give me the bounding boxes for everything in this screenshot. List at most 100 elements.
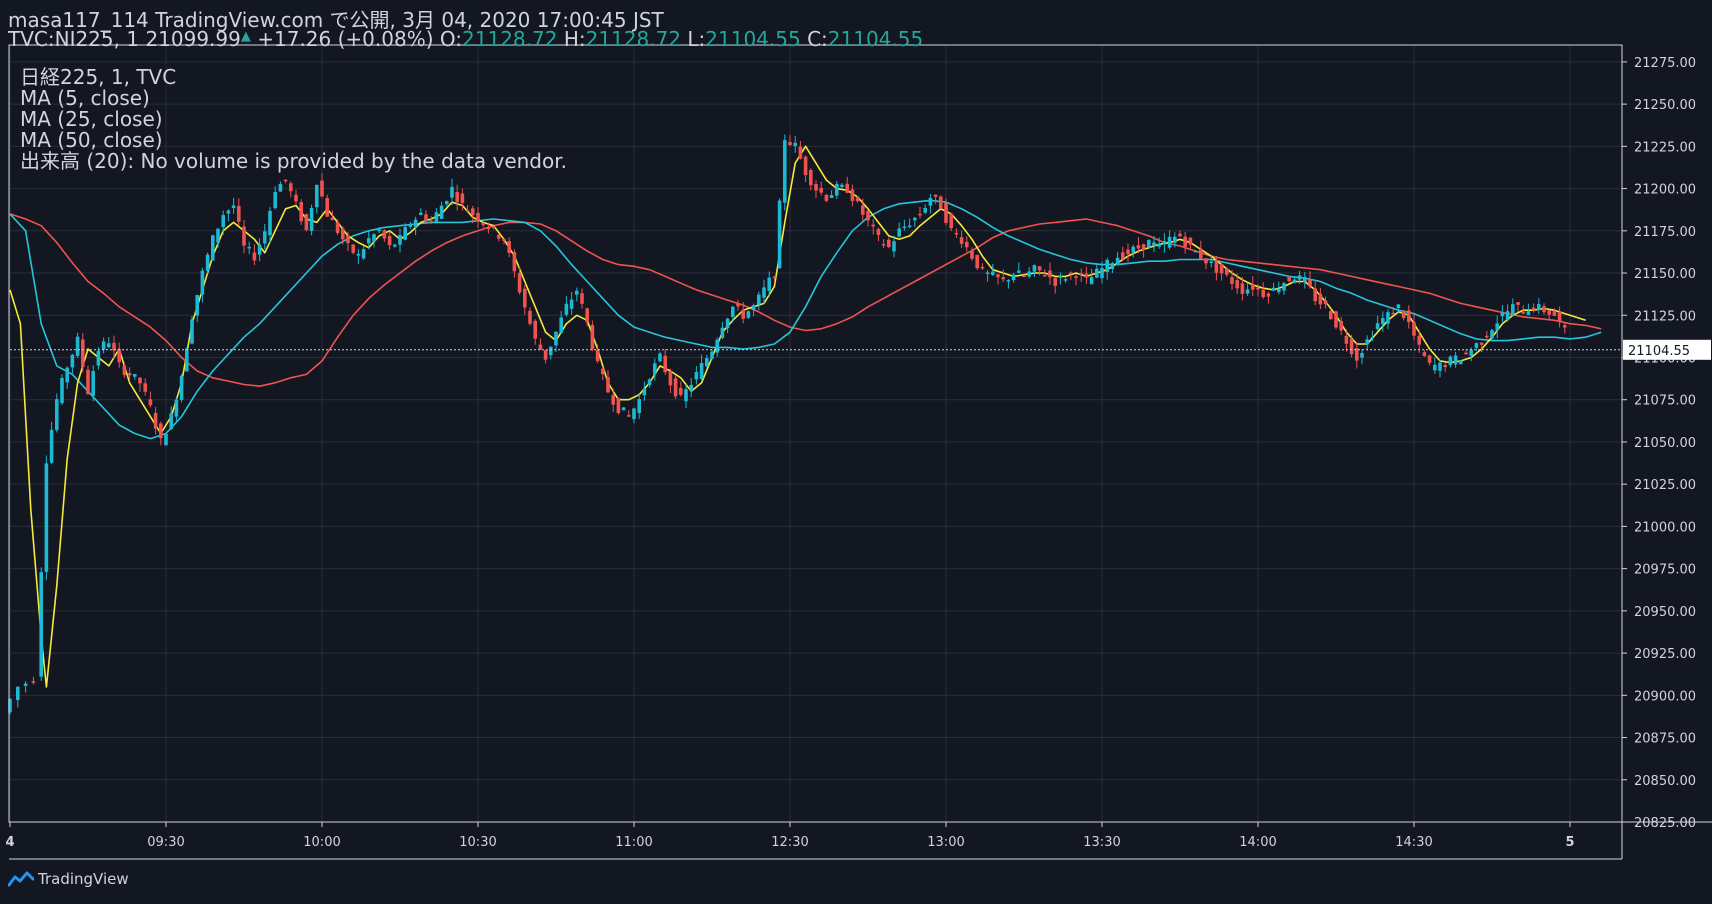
candle-up: [221, 215, 225, 228]
candle-down: [283, 179, 288, 182]
candle-down: [512, 252, 517, 272]
candle-down: [809, 169, 813, 186]
candle-up: [263, 231, 267, 244]
legend-ma5[interactable]: MA (5, close): [20, 86, 150, 110]
candle-down: [299, 202, 303, 222]
candle-down: [980, 266, 985, 269]
candle-up: [231, 205, 236, 209]
price-tick-label: 20850.00: [1634, 774, 1696, 789]
candle-up: [575, 290, 579, 295]
candle-down: [1391, 312, 1395, 315]
candle-down: [117, 348, 121, 363]
candle-up: [65, 367, 69, 383]
candle-down: [1563, 325, 1567, 328]
candle-up: [1370, 337, 1375, 339]
candle-up: [107, 343, 111, 348]
candle-up: [1297, 275, 1302, 280]
candle-down: [679, 387, 683, 395]
candle-up: [70, 354, 75, 368]
legend-ma50[interactable]: MA (50, close): [20, 128, 163, 152]
candle-down: [148, 399, 153, 406]
candle-down: [143, 383, 147, 392]
candle-down: [1084, 273, 1089, 278]
candle-up: [1375, 323, 1380, 330]
candle-up: [164, 433, 168, 446]
candle-down: [387, 235, 392, 246]
candle-down: [772, 276, 777, 279]
candle-up: [1500, 312, 1505, 317]
time-tick-label: 14:30: [1395, 835, 1432, 850]
candle-down: [1178, 233, 1182, 237]
last-price-tag: [1623, 339, 1711, 360]
candle-down: [590, 324, 595, 349]
candle-down: [970, 250, 974, 259]
candle-down: [918, 213, 922, 216]
candle-up: [637, 399, 641, 413]
open-label: O:: [439, 27, 463, 51]
candle-up: [1396, 304, 1401, 309]
time-tick-label: 10:00: [303, 835, 340, 850]
candle-down: [887, 239, 891, 247]
candle-up: [569, 299, 574, 309]
candle-up: [658, 353, 662, 362]
legend-ma25[interactable]: MA (25, close): [20, 107, 163, 131]
candle-down: [424, 214, 428, 222]
candle-up: [372, 234, 376, 242]
candle-up: [777, 200, 782, 269]
candle-up: [96, 350, 101, 366]
candle-down: [1355, 348, 1359, 361]
candle-down: [1417, 335, 1421, 345]
candle-down: [871, 224, 875, 227]
price-tick-label: 21025.00: [1634, 478, 1696, 493]
candle-up: [705, 358, 709, 367]
price-axis[interactable]: 21275.00 21250.00 21225.00 21200.00 21175.00…: [1622, 56, 1696, 831]
candle-up: [1027, 271, 1031, 277]
candle-up: [434, 212, 439, 222]
candle-down: [866, 210, 870, 221]
candle-up: [928, 197, 933, 206]
candle-down: [1339, 320, 1343, 331]
candle-down: [850, 189, 855, 201]
high-label: H:: [563, 27, 586, 51]
tradingview-brand[interactable]: TradingView: [8, 870, 129, 888]
candle-up: [1526, 311, 1531, 315]
candle-up: [1360, 353, 1364, 358]
change-value: +17.26 (+0.08%): [257, 27, 434, 51]
candle-down: [486, 226, 491, 230]
candle-down: [1183, 236, 1187, 247]
candle-down: [1219, 263, 1224, 274]
candle-down: [1126, 249, 1130, 255]
candle-down: [959, 237, 964, 244]
candle-up: [1469, 349, 1473, 356]
candle-up: [1386, 312, 1390, 324]
candle-down: [86, 369, 90, 395]
candle-up: [757, 294, 761, 305]
candle-up: [1167, 236, 1172, 248]
candle-down: [1479, 342, 1484, 345]
candle-down: [1256, 287, 1260, 290]
candle-down: [1022, 275, 1026, 278]
candle-down: [1121, 252, 1125, 260]
candle-down: [81, 339, 85, 367]
time-axis[interactable]: 4 09:30 10:00 10:30 11:00 12:30 13:00 13:30 14:0…: [5, 822, 1575, 850]
candle-up: [23, 683, 28, 686]
candle-up: [731, 306, 735, 318]
candle-up: [720, 327, 725, 338]
candlesticks: [8, 134, 1567, 715]
candle-up: [226, 210, 231, 214]
candle-down: [1287, 276, 1291, 282]
legend-volume[interactable]: 出来高 (20): No volume is provided by the d…: [20, 149, 567, 173]
legend-symbol[interactable]: 日経225, 1, TVC: [20, 65, 177, 89]
candle-up: [907, 225, 912, 228]
candle-up: [216, 228, 220, 243]
candle-up: [419, 212, 423, 215]
time-tick-label: 5: [1565, 835, 1574, 850]
candle-up: [1282, 283, 1286, 291]
symbol-ohlc-line: TVC:NI225, 1 21099.99▲ +17.26 (+0.08%) O…: [8, 27, 923, 51]
candle-down: [31, 681, 36, 683]
candle-down: [538, 344, 543, 350]
candle-up: [621, 407, 626, 411]
candle-up: [174, 400, 179, 417]
candle-down: [1251, 284, 1255, 290]
